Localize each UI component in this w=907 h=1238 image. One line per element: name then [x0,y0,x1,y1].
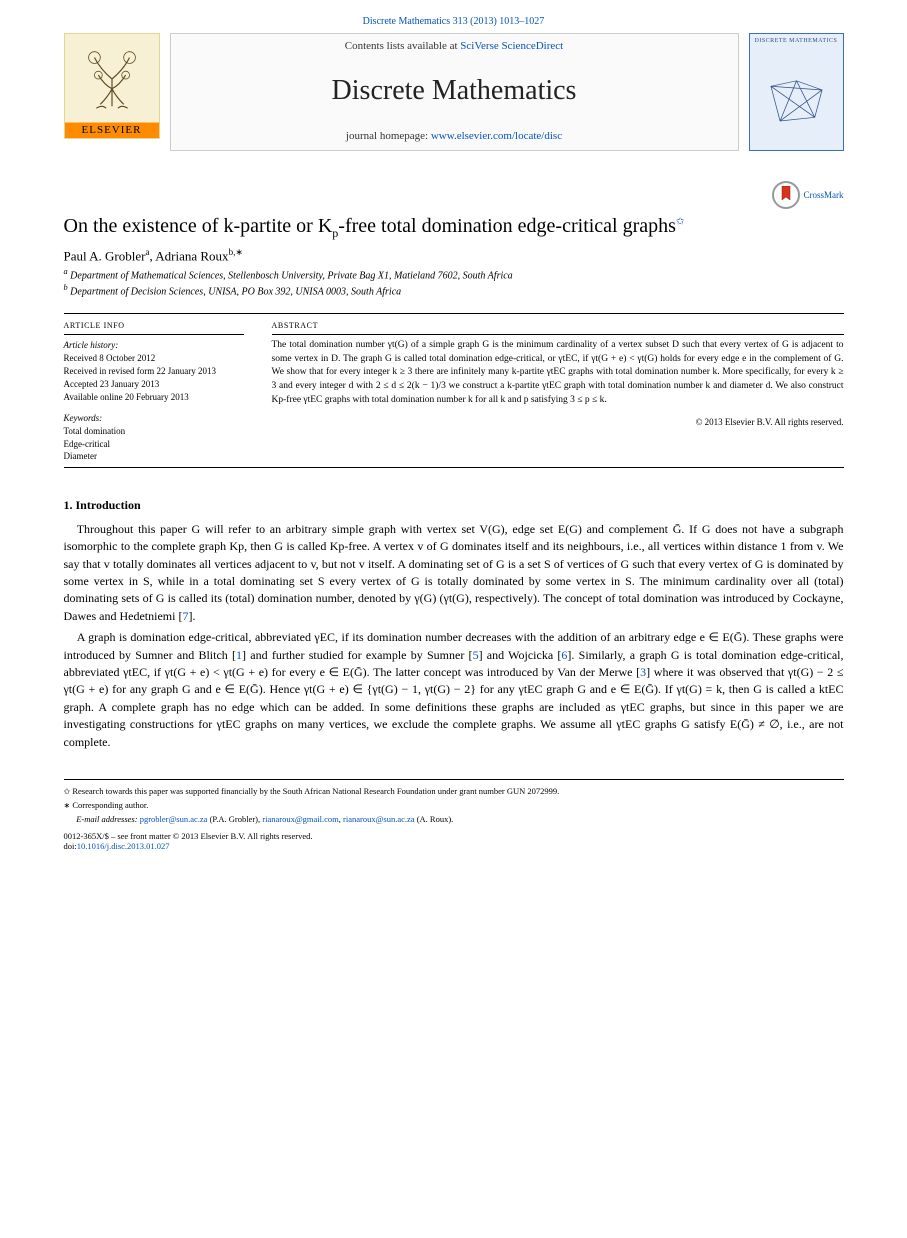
homepage-line: journal homepage: www.elsevier.com/locat… [181,130,728,142]
intro-para-1: Throughout this paper G will refer to an… [64,521,844,625]
online-date: Available online 20 February 2013 [64,391,244,404]
revised-date: Received in revised form 22 January 2013 [64,365,244,378]
doi-line: doi:10.1016/j.disc.2013.01.027 [64,841,844,851]
author-2[interactable]: Adriana Roux [155,249,228,264]
journal-header-box: Contents lists available at SciVerse Sci… [170,33,739,151]
journal-name: Discrete Mathematics [181,75,728,107]
journal-cover-thumbnail[interactable]: DISCRETE MATHEMATICS [749,33,844,151]
received-date: Received 8 October 2012 [64,352,244,365]
author-1[interactable]: Paul A. Grobler [64,249,146,264]
keyword: Diameter [64,450,244,463]
affiliation-a: a Department of Mathematical Sciences, S… [64,267,844,281]
email-link[interactable]: rianaroux@gmail.com [262,814,339,824]
article-info-left: ARTICLE INFO Article history: Received 8… [64,320,244,463]
article-info-heading: ARTICLE INFO [64,320,244,332]
issn-line: 0012-365X/$ – see front matter © 2013 El… [64,831,844,841]
abstract-block: ABSTRACT The total domination number γt(… [272,320,844,463]
contents-prefix: Contents lists available at [345,40,460,52]
author-1-aff: a [145,247,149,257]
crossmark-label: CrossMark [804,190,844,200]
homepage-prefix: journal homepage: [346,130,431,142]
emails-label: E-mail addresses: [76,814,139,824]
abstract-body: The total domination number γt(G) of a s… [272,339,844,408]
author-2-aff: b,∗ [229,247,243,257]
divider [272,334,844,335]
contents-line: Contents lists available at SciVerse Sci… [181,40,728,52]
authors: Paul A. Groblera, Adriana Rouxb,∗ [64,247,844,264]
affiliation-b: b Department of Decision Sciences, UNISA… [64,283,844,297]
keywords-heading: Keywords: [64,412,244,425]
email-link[interactable]: rianaroux@sun.ac.za [343,814,415,824]
top-citation[interactable]: Discrete Mathematics 313 (2013) 1013–102… [64,16,844,27]
keyword: Edge-critical [64,438,244,451]
footnote-funding: ✩ Research towards this paper was suppor… [64,786,844,798]
homepage-link[interactable]: www.elsevier.com/locate/disc [431,130,562,142]
email-link[interactable]: pgrobler@sun.ac.za [140,814,208,824]
footnote-corresponding: ∗ Corresponding author. [64,800,844,812]
tree-icon [73,40,151,118]
cover-title: DISCRETE MATHEMATICS [755,38,838,44]
top-citation-text: Discrete Mathematics 313 (2013) 1013–102… [363,16,545,27]
abstract-copyright: © 2013 Elsevier B.V. All rights reserved… [272,416,844,429]
cover-graph-icon [760,79,833,127]
sciencedirect-link[interactable]: SciVerse ScienceDirect [460,40,563,52]
divider [64,334,244,335]
title-note-link[interactable]: ✩ [676,216,684,227]
divider [64,467,844,468]
crossmark-icon [772,181,800,209]
header-banner: ELSEVIER Contents lists available at Sci… [64,33,844,151]
section-heading: 1. Introduction [64,498,844,513]
footnote-emails: E-mail addresses: pgrobler@sun.ac.za (P.… [64,814,844,825]
divider [64,313,844,314]
intro-para-2: A graph is domination edge-critical, abb… [64,629,844,751]
crossmark[interactable]: CrossMark [64,181,844,209]
doi-link[interactable]: 10.1016/j.disc.2013.01.027 [77,841,170,851]
footnotes: ✩ Research towards this paper was suppor… [64,779,844,825]
elsevier-logo[interactable]: ELSEVIER [64,33,160,139]
accepted-date: Accepted 23 January 2013 [64,378,244,391]
article-info-row: ARTICLE INFO Article history: Received 8… [64,320,844,463]
history-label: Article history: [64,339,244,352]
keyword: Total domination [64,425,244,438]
elsevier-logo-text: ELSEVIER [82,124,142,136]
abstract-heading: ABSTRACT [272,320,844,332]
article-title: On the existence of k-partite or Kp-free… [64,213,844,241]
